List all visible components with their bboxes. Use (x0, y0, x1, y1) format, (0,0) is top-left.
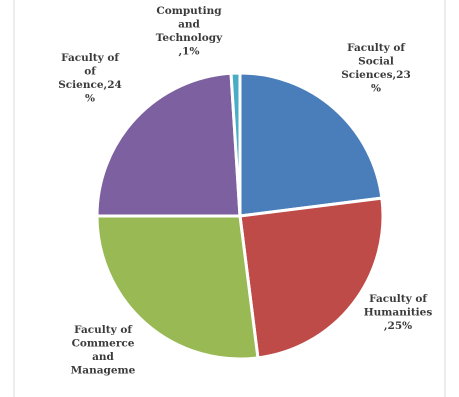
slice-label-1: Faculty of Humanities ,25% (364, 293, 433, 332)
slice-labels: Faculty of Social Sciences,23 % Faculty of Hu… (58, 5, 432, 377)
slice-label-4-line-0: Computing (156, 5, 222, 17)
slice-label-0-line-2: Sciences,23 (341, 69, 411, 81)
slice-label-2-line-1: Commerce (72, 338, 135, 350)
slice-label-4-line-1: and (178, 19, 200, 31)
slice-label-4: Computing and Technology ,1% (156, 5, 223, 58)
slice-label-3-line-2: Science,24 (58, 79, 122, 91)
slice-label-1-line-0: Faculty of (369, 293, 428, 305)
slice-label-2-line-3: Manageme (71, 365, 136, 377)
slice-label-1-line-1: Humanities (364, 307, 433, 319)
slice-label-0-line-0: Faculty of (347, 42, 406, 54)
slice-label-2: Faculty of Commerce and Manageme (71, 324, 136, 377)
slice-label-0-line-1: Social (358, 56, 394, 68)
slice-label-1-line-2: ,25% (384, 320, 412, 332)
slice-label-2-line-2: and (92, 351, 114, 363)
slice-label-0: Faculty of Social Sciences,23% (341, 42, 411, 95)
slice-label-3: Faculty of of Science,24% (58, 52, 122, 105)
pie-slice-3 (95, 71, 242, 218)
slice-label-0-line-3: % (371, 83, 381, 95)
slice-label-4-line-2: Technology (156, 32, 223, 44)
pie-slice-4 (229, 71, 242, 217)
pie-slice-1 (238, 196, 385, 360)
pie-slice-2 (95, 214, 260, 361)
pie-slices (95, 71, 385, 361)
slice-label-3-line-0: Faculty of (61, 52, 120, 64)
slice-label-4-line-3: ,1% (179, 46, 200, 58)
slice-label-3-line-1: of (84, 66, 97, 78)
slice-label-2-line-0: Faculty of (74, 324, 133, 336)
pie-slice-0 (238, 71, 384, 218)
slice-label-3-line-3: % (85, 93, 95, 105)
